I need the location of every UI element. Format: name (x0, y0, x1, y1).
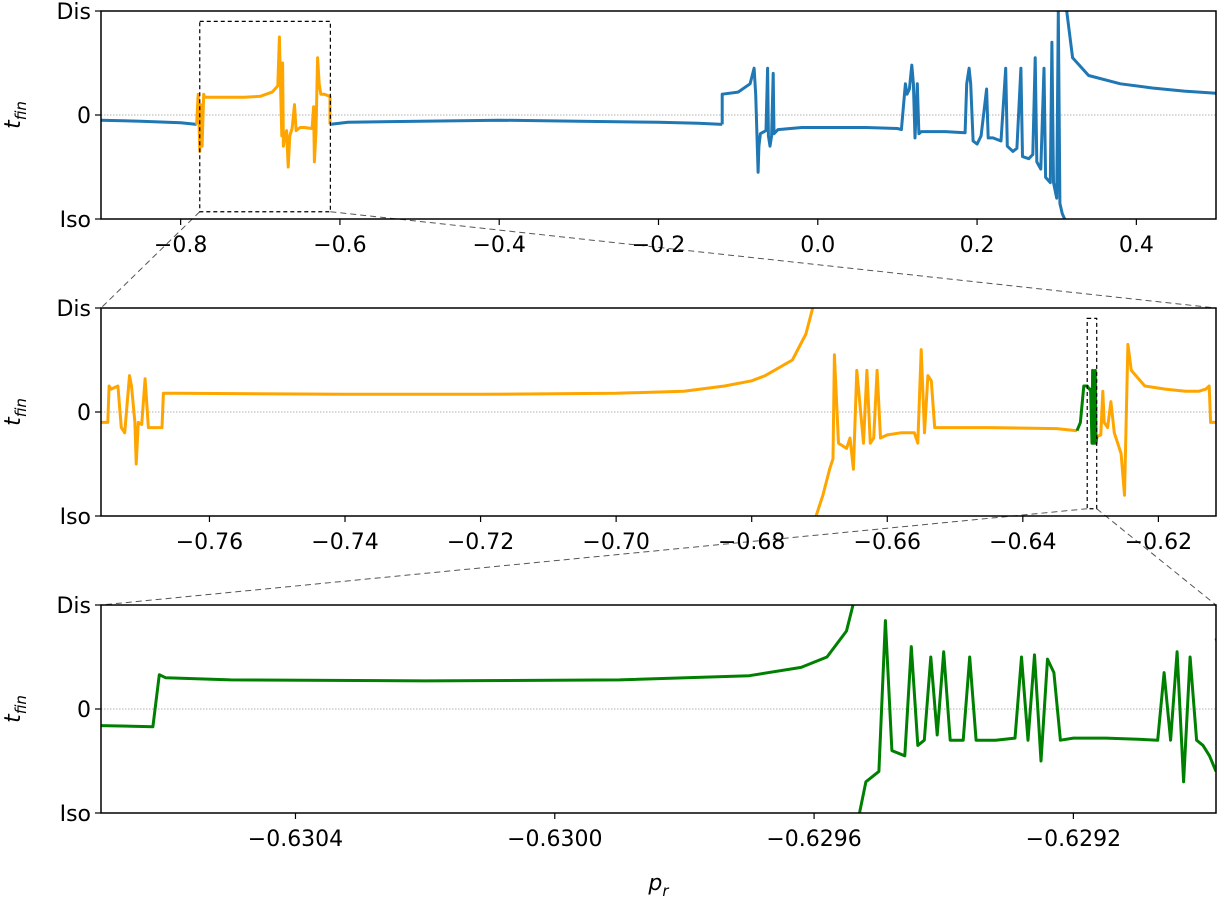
x-tick-label: −0.8 (154, 233, 207, 258)
highlight-series-line (1075, 368, 1099, 445)
x-tick-label: −0.70 (582, 530, 649, 555)
x-tick-label: 0.4 (1119, 233, 1154, 258)
highlight-series-line (195, 35, 332, 169)
y-tick-label: 0 (77, 104, 91, 129)
x-tick-label: −0.4 (473, 233, 526, 258)
x-axis-label: pr (647, 871, 669, 898)
x-tick-label: −0.6304 (248, 827, 343, 852)
x-tick-label: −0.6292 (1026, 827, 1121, 852)
series-line (1065, 11, 1216, 95)
y-tick-label: Iso (60, 505, 91, 530)
zoom-connectors (100, 211, 1217, 606)
series-line (329, 118, 723, 126)
x-tick-label: −0.74 (311, 530, 378, 555)
x-tick-label: −0.2 (632, 233, 685, 258)
x-tick-label: 0.2 (960, 233, 995, 258)
axes-frame (100, 307, 1217, 517)
x-tick-label: −0.72 (447, 530, 514, 555)
y-axis-label: tfin (1, 695, 30, 723)
y-axis-label: tfin (1, 398, 30, 426)
x-tick-label: −0.76 (176, 530, 243, 555)
series-line (814, 348, 1078, 516)
zoom-box (199, 20, 331, 213)
y-tick-label: Dis (56, 0, 91, 25)
series-line (101, 605, 855, 729)
y-tick-label: Iso (60, 802, 91, 827)
series-line (858, 619, 1216, 813)
x-tick-label: −0.68 (718, 530, 785, 555)
y-axis-label: tfin (1, 101, 30, 129)
zoom-connector-right (330, 211, 1217, 309)
series-line (1093, 342, 1216, 497)
zoom-connector-right (1096, 508, 1217, 606)
x-tick-label: −0.66 (854, 530, 921, 555)
y-tick-label: 0 (77, 401, 91, 426)
y-tick-label: 0 (77, 698, 91, 723)
top-panel: −0.8 −0.6 −0.4 −0.2 0.0 0.2 0.4 Iso 0 Dis tfin (1, 0, 1217, 258)
middle-panel: −0.76 −0.74 −0.72 −0.70 −0.68 −0.66 −0.64 −0.62… (1, 297, 1217, 555)
x-tick-label: −0.6300 (507, 827, 602, 852)
x-tick-label: 0.0 (800, 233, 835, 258)
axes-frame (100, 10, 1217, 220)
x-tick-label: −0.62 (1125, 530, 1192, 555)
zoom-box (1086, 317, 1098, 510)
axes-frame (100, 604, 1217, 814)
x-tick-label: −0.64 (989, 530, 1056, 555)
x-tick-label: −0.6 (313, 233, 366, 258)
x-axis-label-text: pr (647, 871, 669, 898)
x-tick-label: −0.6296 (766, 827, 861, 852)
y-tick-label: Dis (56, 297, 91, 322)
series-line (101, 118, 197, 126)
zoom-connector-left (100, 211, 201, 309)
zoom-connector-left (100, 508, 1088, 606)
series-line (720, 11, 1067, 219)
y-tick-label: Iso (60, 208, 91, 233)
bottom-panel: −0.6304 −0.6300 −0.6296 −0.6292 Iso 0 Dis tfin (1, 594, 1217, 852)
series-line (101, 308, 815, 466)
y-tick-label: Dis (56, 594, 91, 619)
